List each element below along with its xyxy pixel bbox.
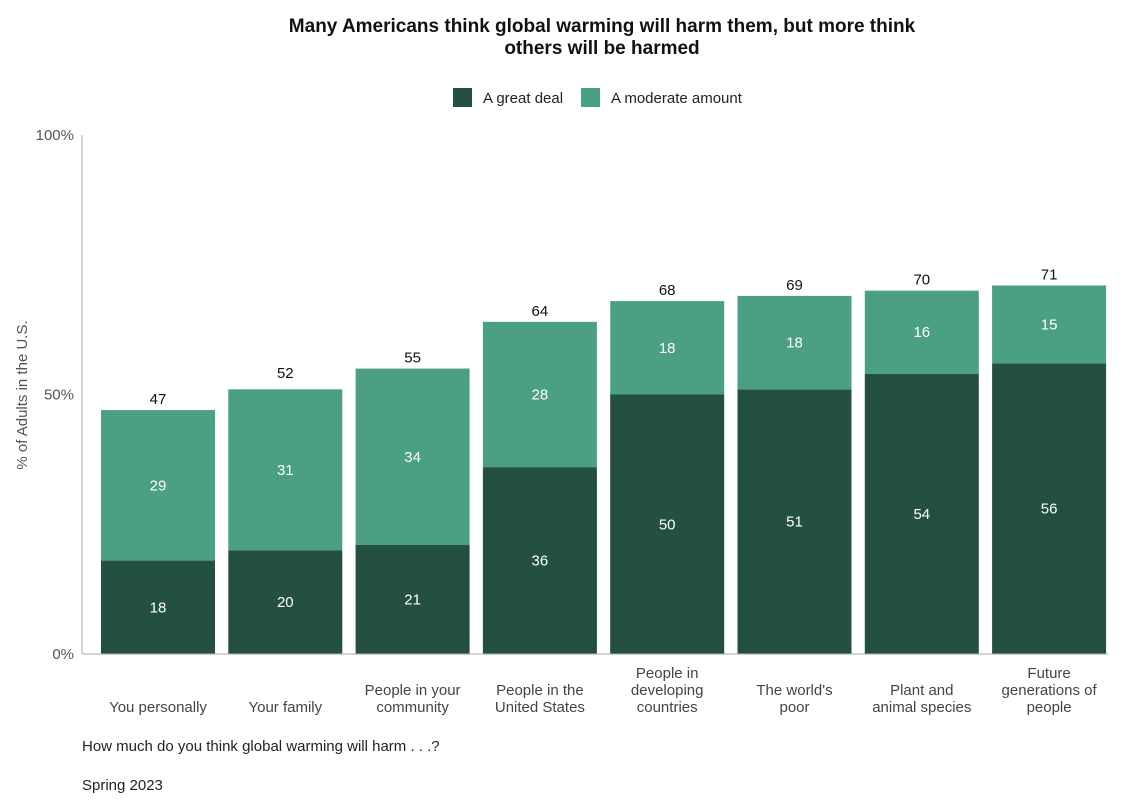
segment-value-label: 54 [913,506,930,523]
x-tick-label: animal species [872,699,971,716]
segment-value-label: 18 [150,599,167,616]
bar-segment-great-deal [864,373,979,654]
bar-total-label: 52 [277,365,294,382]
bar-segment-great-deal [101,560,215,654]
bar-total-label: 69 [786,277,803,294]
bar-total-label: 64 [532,303,549,320]
segment-value-label: 16 [913,324,930,341]
segment-value-label: 29 [150,477,167,494]
x-tick-label: generations of [1002,682,1098,699]
segment-value-label: 21 [404,592,421,609]
chart-title-line-2: others will be harmed [504,38,699,59]
x-tick-label: people [1027,699,1072,716]
y-tick-label: 100% [36,127,74,144]
bar-total-label: 47 [150,391,167,408]
bar-total-label: 55 [404,350,421,367]
x-tick-label: countries [637,699,698,716]
segment-value-label: 50 [659,516,676,533]
x-tick-label: poor [779,699,809,716]
bar-segment-great-deal [482,467,597,654]
bars: 18 29 47 20 31 52 21 34 55 36 28 64 50 18 68 51 18 69 54 16… [101,267,1107,654]
y-ticks: 0% 50% 100% [36,127,74,663]
segment-value-label: 20 [277,594,294,611]
x-tick-label: Your family [248,699,322,716]
bar-total-label: 68 [659,282,676,299]
x-tick-label: You personally [109,699,207,716]
y-tick-label: 0% [52,646,74,663]
x-axis-question: How much do you think global warming wil… [82,738,440,755]
bar-segment-moderate [864,290,979,374]
x-tick-label: People in the [496,682,584,699]
bar-segment-great-deal [737,389,852,654]
x-tick-label: People in [636,665,699,682]
segment-value-label: 15 [1041,316,1058,333]
segment-value-label: 51 [786,514,803,531]
bar-segment-moderate [992,285,1107,364]
segment-value-label: 56 [1041,501,1058,518]
legend-label-great-deal: A great deal [483,90,563,107]
x-tick-label: The world's [756,682,832,699]
bar-segment-moderate [737,295,852,390]
y-tick-label: 50% [44,387,74,404]
x-tick-label: developing [631,682,704,699]
bar-segment-moderate [101,410,215,561]
x-tick-label: community [376,699,449,716]
segment-value-label: 18 [786,335,803,352]
legend-swatch-great-deal [453,88,472,107]
segment-value-label: 18 [659,340,676,357]
legend-swatch-moderate [581,88,600,107]
bar-segment-moderate [355,368,470,546]
chart-title-line-1: Many Americans think global warming will… [289,16,916,37]
segment-value-label: 28 [532,387,549,404]
survey-date-note: Spring 2023 [82,777,163,794]
x-tick-label: People in your [365,682,461,699]
bar-segment-great-deal [228,550,343,654]
x-tick-label: United States [495,699,585,716]
legend-label-moderate: A moderate amount [611,90,743,107]
segment-value-label: 36 [532,553,549,570]
bar-segment-great-deal [992,363,1107,654]
legend: A great deal A moderate amount [453,88,743,107]
bar-total-label: 71 [1041,267,1058,284]
segment-value-label: 34 [404,449,421,466]
bar-total-label: 70 [913,272,930,289]
bar-segment-moderate [482,321,597,468]
bar-segment-moderate [610,301,725,395]
x-tick-label: Plant and [890,682,953,699]
bar-segment-great-deal [355,545,470,654]
y-axis-label: % of Adults in the U.S. [14,320,31,469]
x-tick-label: Future [1027,665,1070,682]
segment-value-label: 31 [277,462,294,479]
bar-segment-moderate [228,389,343,551]
bar-segment-great-deal [610,394,725,654]
